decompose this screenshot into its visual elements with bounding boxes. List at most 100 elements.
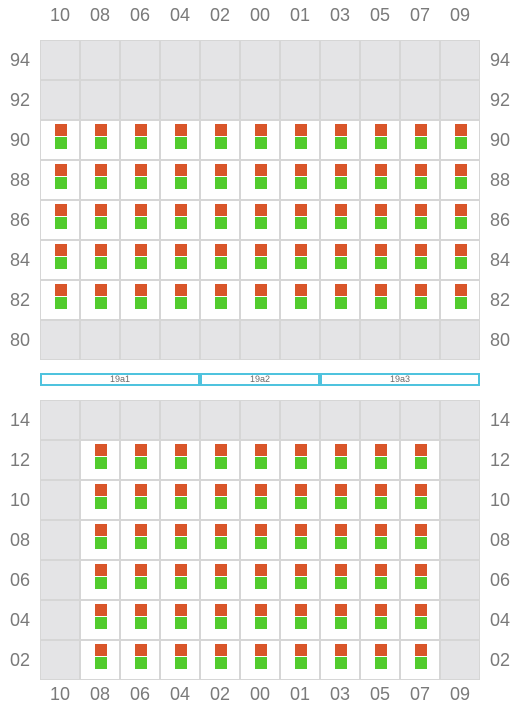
seat-cell[interactable] [320, 560, 360, 600]
seat-cell[interactable] [320, 600, 360, 640]
seat-cell[interactable] [280, 200, 320, 240]
seat-cell[interactable] [160, 480, 200, 520]
seat-cell[interactable] [440, 200, 480, 240]
seat-cell[interactable] [400, 520, 440, 560]
zone-19a1[interactable]: 19a1 [40, 373, 200, 386]
seat-cell[interactable] [360, 640, 400, 680]
seat-cell[interactable] [120, 120, 160, 160]
seat-cell[interactable] [160, 200, 200, 240]
seat-cell[interactable] [160, 440, 200, 480]
seat-cell[interactable] [40, 160, 80, 200]
zone-19a3[interactable]: 19a3 [320, 373, 480, 386]
seat-cell[interactable] [280, 480, 320, 520]
seat-cell[interactable] [240, 480, 280, 520]
seat-cell[interactable] [240, 120, 280, 160]
seat-cell[interactable] [360, 120, 400, 160]
zone-19a2[interactable]: 19a2 [200, 373, 320, 386]
seat-cell[interactable] [200, 160, 240, 200]
seat-cell[interactable] [240, 640, 280, 680]
seat-cell[interactable] [280, 640, 320, 680]
seat-cell[interactable] [160, 520, 200, 560]
seat-cell[interactable] [440, 280, 480, 320]
seat-cell[interactable] [280, 440, 320, 480]
seat-cell[interactable] [160, 120, 200, 160]
seat-cell[interactable] [40, 280, 80, 320]
seat-cell[interactable] [280, 280, 320, 320]
seat-cell[interactable] [200, 280, 240, 320]
seat-cell[interactable] [40, 120, 80, 160]
seat-cell[interactable] [160, 560, 200, 600]
seat-cell[interactable] [400, 160, 440, 200]
seat-cell[interactable] [320, 480, 360, 520]
seat-cell[interactable] [240, 560, 280, 600]
seat-cell[interactable] [320, 240, 360, 280]
seat-cell[interactable] [280, 160, 320, 200]
seat-cell[interactable] [200, 240, 240, 280]
seat-cell[interactable] [200, 520, 240, 560]
seat-cell[interactable] [160, 160, 200, 200]
seat-cell[interactable] [120, 560, 160, 600]
seat-cell[interactable] [320, 520, 360, 560]
seat-cell[interactable] [80, 520, 120, 560]
seat-cell[interactable] [360, 280, 400, 320]
seat-cell[interactable] [80, 640, 120, 680]
seat-cell[interactable] [240, 240, 280, 280]
seat-cell[interactable] [120, 600, 160, 640]
seat-cell[interactable] [240, 160, 280, 200]
seat-cell[interactable] [400, 600, 440, 640]
seat-cell[interactable] [360, 480, 400, 520]
seat-cell[interactable] [160, 640, 200, 680]
seat-cell[interactable] [120, 480, 160, 520]
seat-cell[interactable] [80, 440, 120, 480]
seat-cell[interactable] [440, 120, 480, 160]
seat-cell[interactable] [400, 440, 440, 480]
seat-cell[interactable] [200, 560, 240, 600]
seat-cell[interactable] [280, 240, 320, 280]
seat-cell[interactable] [400, 560, 440, 600]
seat-cell[interactable] [280, 520, 320, 560]
seat-cell[interactable] [320, 280, 360, 320]
seat-cell[interactable] [360, 200, 400, 240]
seat-cell[interactable] [120, 640, 160, 680]
seat-cell[interactable] [200, 640, 240, 680]
seat-cell[interactable] [360, 160, 400, 200]
seat-cell[interactable] [200, 440, 240, 480]
seat-cell[interactable] [360, 600, 400, 640]
seat-cell[interactable] [80, 600, 120, 640]
seat-cell[interactable] [200, 200, 240, 240]
seat-cell[interactable] [280, 560, 320, 600]
seat-cell[interactable] [200, 600, 240, 640]
seat-cell[interactable] [400, 200, 440, 240]
seat-cell[interactable] [200, 120, 240, 160]
seat-cell[interactable] [120, 200, 160, 240]
seat-cell[interactable] [80, 560, 120, 600]
seat-cell[interactable] [120, 440, 160, 480]
seat-cell[interactable] [160, 240, 200, 280]
seat-cell[interactable] [320, 640, 360, 680]
seat-cell[interactable] [400, 120, 440, 160]
seat-cell[interactable] [400, 280, 440, 320]
seat-cell[interactable] [240, 440, 280, 480]
seat-cell[interactable] [360, 440, 400, 480]
seat-cell[interactable] [40, 200, 80, 240]
seat-cell[interactable] [320, 160, 360, 200]
seat-cell[interactable] [400, 640, 440, 680]
seat-cell[interactable] [120, 280, 160, 320]
seat-cell[interactable] [40, 240, 80, 280]
seat-cell[interactable] [160, 280, 200, 320]
seat-cell[interactable] [200, 480, 240, 520]
seat-cell[interactable] [440, 240, 480, 280]
seat-cell[interactable] [160, 600, 200, 640]
seat-cell[interactable] [80, 280, 120, 320]
seat-cell[interactable] [400, 240, 440, 280]
seat-cell[interactable] [360, 560, 400, 600]
seat-cell[interactable] [440, 160, 480, 200]
seat-cell[interactable] [280, 120, 320, 160]
seat-cell[interactable] [280, 600, 320, 640]
seat-cell[interactable] [240, 200, 280, 240]
seat-cell[interactable] [80, 160, 120, 200]
seat-cell[interactable] [400, 480, 440, 520]
seat-cell[interactable] [120, 240, 160, 280]
seat-cell[interactable] [80, 240, 120, 280]
seat-cell[interactable] [320, 440, 360, 480]
